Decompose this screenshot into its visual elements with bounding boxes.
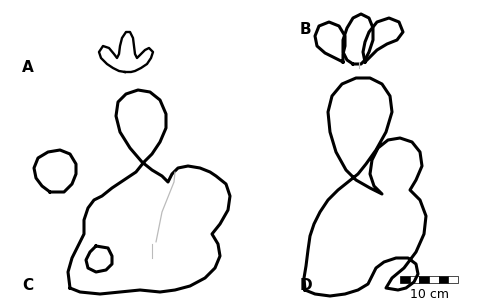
Bar (420, 276, 429, 283)
Bar (400, 276, 409, 283)
Text: D: D (300, 278, 312, 293)
Bar (448, 276, 458, 283)
Bar (429, 276, 438, 283)
Text: 10 cm: 10 cm (410, 288, 449, 301)
Text: C: C (22, 278, 33, 293)
Text: B: B (300, 23, 312, 38)
Bar (410, 276, 420, 283)
Bar (438, 276, 448, 283)
Text: A: A (22, 61, 34, 76)
